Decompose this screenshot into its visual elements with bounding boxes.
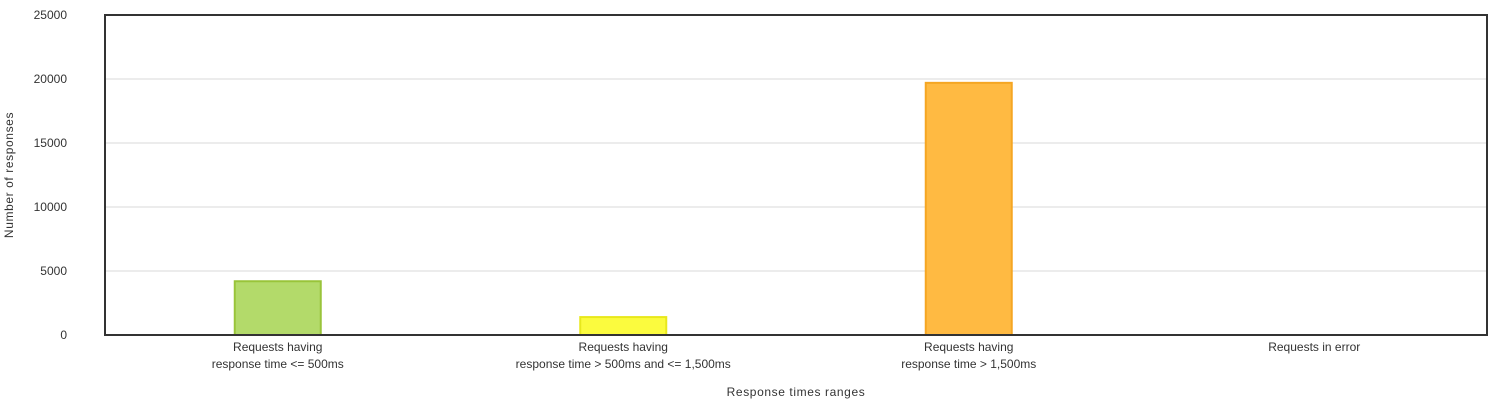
- x-axis-categories: Requests having response time <= 500ms Req…: [212, 340, 1361, 371]
- y-tick-label: 20000: [34, 72, 68, 86]
- gridlines: [105, 78, 1487, 272]
- x-category-label: response time > 500ms and <= 1,500ms: [516, 357, 731, 371]
- y-axis-ticks: 0 5000 10000 15000 20000 25000: [34, 8, 68, 342]
- x-category-label: response time <= 500ms: [212, 357, 344, 371]
- y-tick-label: 0: [60, 328, 67, 342]
- bars: [233, 81, 1013, 336]
- bar-1[interactable]: [579, 316, 668, 336]
- plot-frame: [104, 14, 1488, 336]
- x-category-label: response time > 1,500ms: [901, 357, 1036, 371]
- x-category-label: Requests in error: [1268, 340, 1360, 354]
- y-tick-label: 5000: [40, 264, 67, 278]
- y-axis-title: Number of responses: [2, 112, 16, 238]
- x-category-label: Requests having: [579, 340, 668, 354]
- y-tick-label: 25000: [34, 8, 68, 22]
- bar-2[interactable]: [924, 81, 1013, 336]
- x-axis-title: Response times ranges: [727, 385, 866, 399]
- y-tick-label: 10000: [34, 200, 68, 214]
- y-tick-label: 15000: [34, 136, 68, 150]
- bar-0[interactable]: [233, 280, 322, 336]
- x-category-label: Requests having: [233, 340, 322, 354]
- x-category-label: Requests having: [924, 340, 1013, 354]
